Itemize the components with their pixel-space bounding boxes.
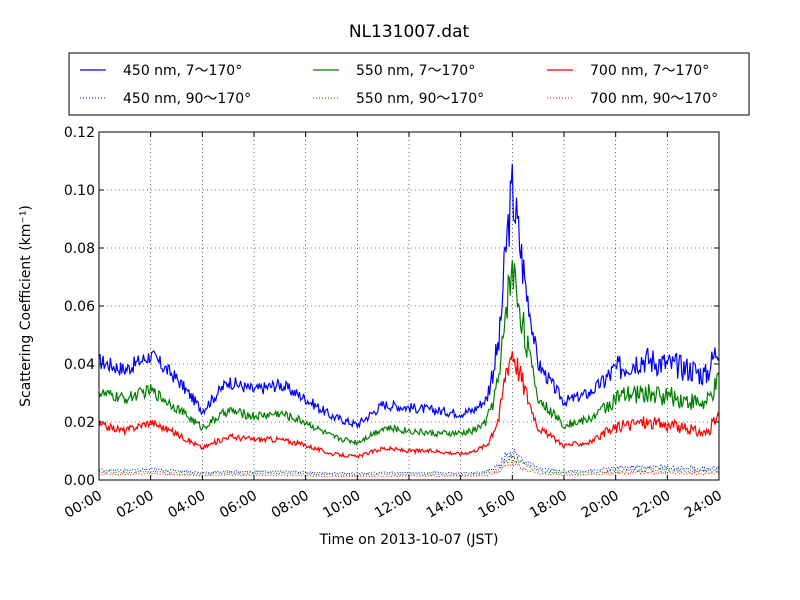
y-tick-label: 0.02 xyxy=(64,415,95,431)
x-tick-labels: 00:00 02:00 04:00 06:00 08:00 10:00 12:00 14:00… xyxy=(62,488,725,522)
x-tick-label: 02:00 xyxy=(114,488,157,522)
legend-label: 550 nm, 90～170° xyxy=(356,91,484,107)
x-tick-label: 10:00 xyxy=(320,488,363,522)
legend-label: 700 nm, 7～170° xyxy=(590,63,709,79)
legend-label: 450 nm, 90～170° xyxy=(123,91,251,107)
y-tick-label: 0.06 xyxy=(64,299,95,315)
x-tick-label: 08:00 xyxy=(269,488,312,522)
x-tick-label: 18:00 xyxy=(527,488,570,522)
x-axis-title: Time on 2013-10-07 (JST) xyxy=(319,532,499,548)
grid xyxy=(99,132,719,480)
y-tick-label: 0.04 xyxy=(64,357,95,373)
legend-box xyxy=(68,52,750,116)
x-tick-label: 12:00 xyxy=(372,488,415,522)
legend-items: 450 nm, 7～170° 550 nm, 7～170° 700 nm, 7～17… xyxy=(80,63,718,107)
x-tick-label: 06:00 xyxy=(217,488,260,522)
chart-title: NL131007.dat xyxy=(349,22,470,42)
x-tick-label: 00:00 xyxy=(62,488,105,522)
x-tick-label: 16:00 xyxy=(475,488,518,522)
series-line xyxy=(98,351,720,460)
x-tick-label: 20:00 xyxy=(579,488,622,522)
series-line xyxy=(98,260,720,447)
y-tick-label: 0.12 xyxy=(64,125,95,141)
x-tick-label: 22:00 xyxy=(630,488,673,522)
ticks xyxy=(98,131,720,481)
y-tick-label: 0.08 xyxy=(64,241,95,257)
series-line xyxy=(98,453,720,477)
series-line xyxy=(98,163,720,430)
x-tick-label: 14:00 xyxy=(424,488,467,522)
x-tick-label: 04:00 xyxy=(165,488,208,522)
y-tick-label: 0.10 xyxy=(64,183,95,199)
y-tick-labels: 0.00 0.02 0.04 0.06 0.08 0.10 0.12 xyxy=(64,125,95,489)
legend-label: 450 nm, 7～170° xyxy=(123,63,242,79)
y-tick-label: 0.00 xyxy=(64,473,95,489)
legend-label: 700 nm, 90～170° xyxy=(590,91,718,107)
legend-label: 550 nm, 7～170° xyxy=(356,63,475,79)
plot-area xyxy=(98,131,720,481)
x-tick-label: 24:00 xyxy=(682,488,725,522)
legend: 450 nm, 7～170° 550 nm, 7～170° 700 nm, 7～17… xyxy=(68,52,750,116)
y-axis-title: Scattering Coefficient (km⁻¹) xyxy=(18,205,34,407)
